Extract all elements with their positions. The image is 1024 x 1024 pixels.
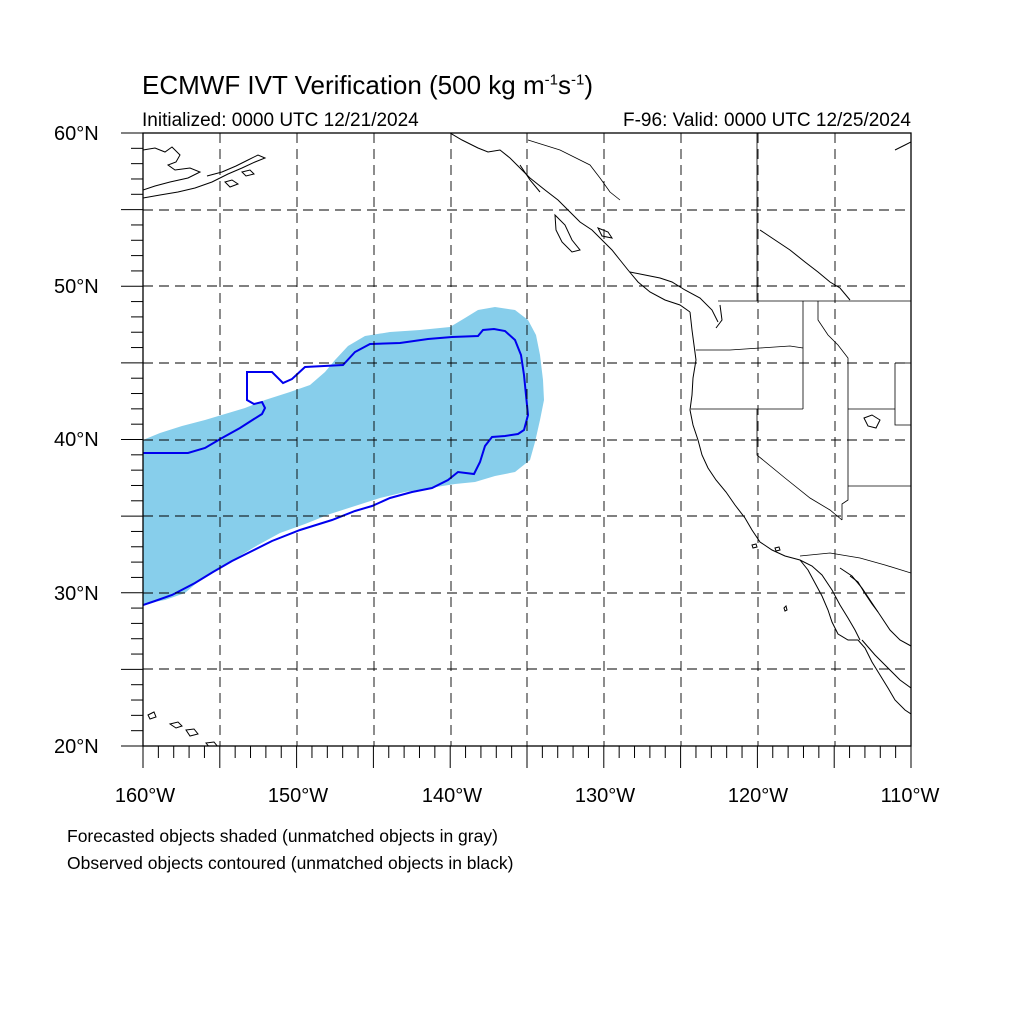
lat-label-50: 50°N (54, 276, 99, 298)
map-title: ECMWF IVT Verification (500 kg m-1s-1) (142, 70, 593, 100)
lon-label-160w: 160°W (114, 785, 176, 807)
lon-label-150w: 150°W (267, 785, 329, 807)
init-time-label: Initialized: 0000 UTC 12/21/2024 (142, 110, 419, 131)
lat-label-40: 40°N (54, 429, 99, 451)
coastlines (143, 133, 911, 746)
lat-label-20: 20°N (54, 736, 99, 758)
observed-ivt-contour (143, 327, 530, 606)
lon-label-140w: 140°W (421, 785, 483, 807)
forecast-note: Forecasted objects shaded (unmatched obj… (67, 826, 498, 846)
forecast-ivt-object (143, 307, 544, 604)
lon-label-130w: 130°W (574, 785, 636, 807)
lon-label-110w: 110°W (880, 785, 940, 807)
lon-label-120w: 120°W (727, 785, 789, 807)
graticule (143, 133, 911, 746)
lat-label-60: 60°N (54, 123, 99, 145)
valid-time-label: F-96: Valid: 0000 UTC 12/25/2024 (623, 110, 911, 131)
observed-note: Observed objects contoured (unmatched ob… (67, 853, 514, 873)
lat-label-30: 30°N (54, 583, 99, 605)
axis-ticks (121, 132, 912, 768)
political-boundaries (527, 133, 911, 574)
